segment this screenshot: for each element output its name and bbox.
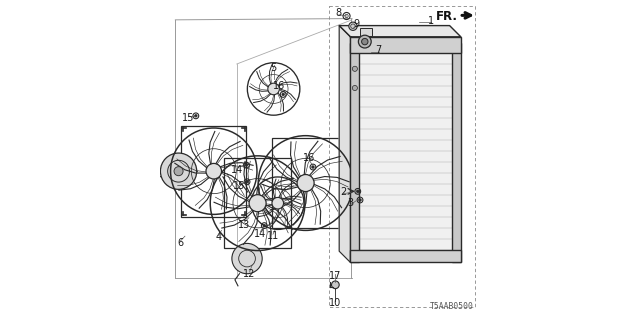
Text: 14: 14 <box>254 228 267 239</box>
Polygon shape <box>339 26 351 262</box>
Bar <box>351 37 461 53</box>
Circle shape <box>359 199 361 201</box>
Circle shape <box>174 167 183 176</box>
Text: 5: 5 <box>271 63 276 73</box>
Text: 6: 6 <box>177 238 183 248</box>
Text: 13: 13 <box>238 220 250 230</box>
Circle shape <box>268 83 280 95</box>
Text: 3: 3 <box>348 198 353 208</box>
Circle shape <box>352 66 358 71</box>
Circle shape <box>206 164 221 179</box>
Text: 8: 8 <box>336 8 342 18</box>
Text: 12: 12 <box>243 269 256 279</box>
Circle shape <box>263 224 266 227</box>
Bar <box>181 126 246 217</box>
Bar <box>452 43 461 262</box>
Text: 4: 4 <box>216 232 221 243</box>
Circle shape <box>312 166 314 168</box>
Text: 9: 9 <box>353 19 359 29</box>
Text: 17: 17 <box>329 271 342 281</box>
Text: 16: 16 <box>273 81 285 91</box>
Text: 11: 11 <box>267 231 279 241</box>
Circle shape <box>245 164 248 166</box>
Circle shape <box>352 85 358 91</box>
Circle shape <box>161 153 196 189</box>
Circle shape <box>272 197 284 209</box>
Text: T5AAB0500: T5AAB0500 <box>429 302 474 311</box>
Text: 15: 15 <box>182 113 194 123</box>
Circle shape <box>249 195 266 212</box>
Bar <box>273 138 339 228</box>
Circle shape <box>297 174 314 192</box>
Bar <box>360 53 452 250</box>
Text: 7: 7 <box>376 45 381 55</box>
Circle shape <box>332 281 339 289</box>
Circle shape <box>349 22 357 30</box>
Text: 2: 2 <box>340 187 346 197</box>
Text: 16: 16 <box>303 153 316 164</box>
Text: 1: 1 <box>428 16 434 26</box>
Polygon shape <box>339 26 461 37</box>
FancyBboxPatch shape <box>360 28 372 36</box>
Text: 15: 15 <box>233 180 246 191</box>
Circle shape <box>362 38 368 45</box>
Bar <box>225 158 291 248</box>
Circle shape <box>356 190 359 193</box>
Text: 14: 14 <box>231 164 244 175</box>
Circle shape <box>358 35 371 48</box>
Bar <box>351 250 461 262</box>
Bar <box>351 43 360 262</box>
Circle shape <box>282 93 284 96</box>
Circle shape <box>232 244 262 274</box>
Text: 10: 10 <box>329 298 342 308</box>
Text: FR.: FR. <box>436 10 458 23</box>
Circle shape <box>246 180 248 183</box>
Circle shape <box>195 115 197 117</box>
